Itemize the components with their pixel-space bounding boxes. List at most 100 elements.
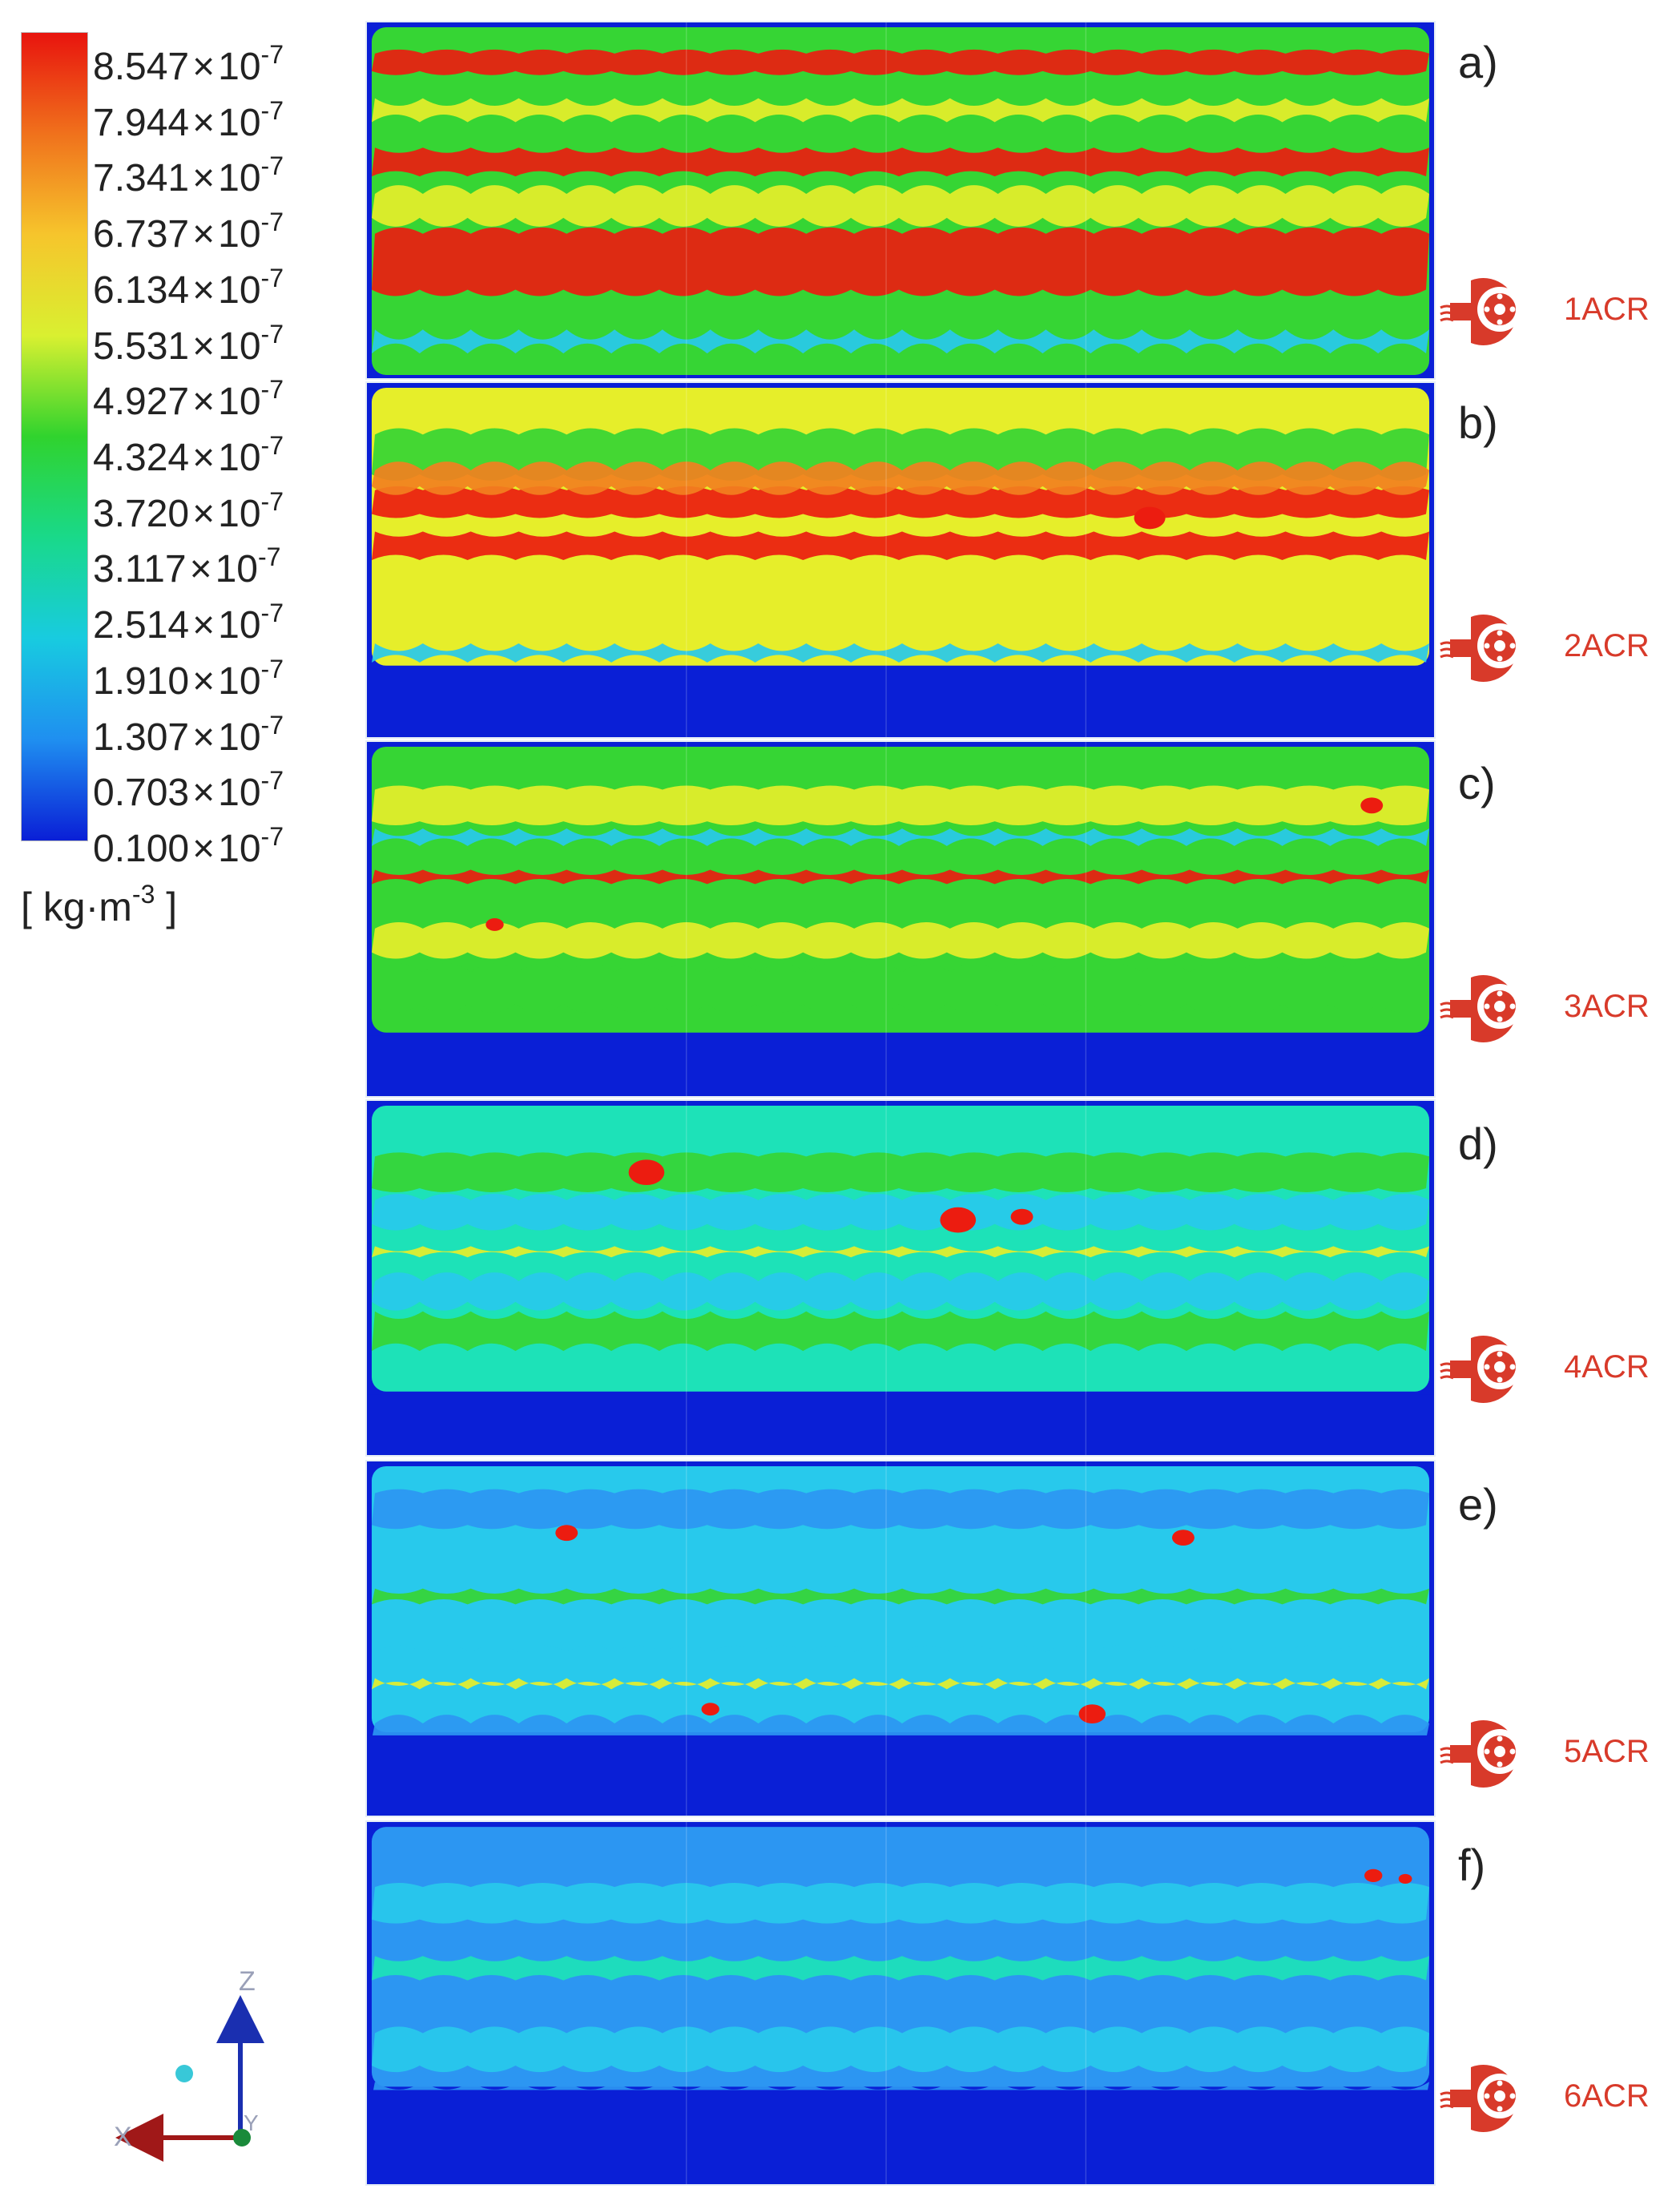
tick-times: ×: [192, 437, 216, 479]
color-scale-tick: 2.514×10-7: [93, 600, 284, 645]
concentration-contour-a: [367, 22, 1434, 378]
tick-exponent: -7: [257, 542, 281, 572]
contour-panel-e: [365, 1460, 1436, 1817]
view-point: [175, 2065, 193, 2082]
contour-band: [371, 1588, 1430, 1605]
tick-power: 10: [218, 437, 261, 479]
color-scale-tick: 6.134×10-7: [93, 265, 284, 310]
contour-band: [371, 921, 1430, 959]
concentration-contour-b: [367, 383, 1434, 737]
tick-times: ×: [192, 492, 216, 535]
tick-exponent: -7: [260, 710, 284, 740]
contour-band: [371, 1152, 1430, 1192]
contour-band: [371, 49, 1430, 75]
tick-exponent: -7: [260, 431, 284, 460]
contour-band: [371, 185, 1430, 227]
tick-exponent: -7: [260, 822, 284, 851]
panel-label-c: c): [1458, 758, 1496, 808]
fan-icon: [1440, 2065, 1522, 2132]
tick-exponent: -7: [260, 151, 284, 181]
tick-exponent: -7: [260, 486, 284, 516]
floor-region: [367, 1035, 1434, 1096]
color-scale-tick: 6.737×10-7: [93, 209, 284, 254]
contour-band: [371, 1311, 1430, 1352]
axis-origin: [233, 2129, 251, 2147]
contour-panel-b: [365, 381, 1436, 739]
contour-band: [371, 1246, 1430, 1258]
contour-band: [371, 147, 1430, 177]
floor-region: [367, 1394, 1434, 1455]
color-scale-tick: 5.531×10-7: [93, 321, 284, 366]
unit-prefix: [ kg·m: [21, 885, 132, 929]
color-scale-tick: 4.927×10-7: [93, 377, 284, 421]
tick-times: ×: [192, 324, 216, 368]
tick-value: 6.134: [93, 268, 190, 312]
tick-exponent: -7: [260, 375, 284, 405]
contour-band: [371, 2026, 1430, 2073]
contour-band: [371, 963, 1430, 1013]
hotspot: [628, 1159, 665, 1186]
color-scale-tick: 4.324×10-7: [93, 433, 284, 478]
tick-value: 0.100: [93, 828, 190, 870]
hotspot: [1078, 1704, 1106, 1724]
concentration-contour-e: [367, 1461, 1434, 1816]
color-scale-tick: 8.547×10-7: [93, 42, 284, 87]
tick-power: 10: [218, 46, 261, 88]
color-scale-tick: 3.720×10-7: [93, 489, 284, 534]
fan-icon: [1440, 615, 1522, 682]
tick-value: 7.944: [93, 101, 190, 144]
tick-times: ×: [192, 716, 216, 759]
tick-exponent: -7: [260, 40, 284, 69]
tick-value: 5.531: [93, 324, 190, 368]
contour-band: [371, 1193, 1430, 1231]
concentration-contour-c: [367, 742, 1434, 1096]
tick-value: 4.927: [93, 381, 190, 424]
panel-label-e: e): [1458, 1479, 1498, 1530]
tick-exponent: -7: [260, 766, 284, 796]
tick-power: 10: [218, 716, 261, 759]
tick-power: 10: [218, 268, 261, 312]
acr-label-6: 6ACR: [1564, 2078, 1650, 2114]
tick-power: 10: [218, 772, 261, 815]
contour-band: [371, 785, 1430, 826]
tick-power: 10: [218, 492, 261, 535]
concentration-contour-d: [367, 1101, 1434, 1455]
unit-suffix: ]: [155, 885, 178, 929]
contour-panel-f: [365, 1820, 1436, 2186]
color-gradient: [22, 33, 87, 840]
tick-times: ×: [192, 381, 216, 424]
contour-band: [371, 828, 1430, 846]
hotspot: [1171, 1530, 1195, 1546]
tick-exponent: -7: [260, 654, 284, 683]
contour-band: [371, 329, 1430, 354]
hotspot: [701, 1703, 719, 1716]
tick-power: 10: [218, 101, 261, 144]
fan-icon: [1440, 278, 1522, 345]
tick-times: ×: [192, 157, 216, 200]
tick-power: 10: [218, 659, 261, 703]
tick-value: 3.720: [93, 492, 190, 535]
hotspot: [1360, 797, 1384, 814]
contour-band: [371, 1489, 1430, 1530]
tick-exponent: -7: [260, 263, 284, 292]
tick-power: 10: [218, 604, 261, 647]
tick-value: 2.514: [93, 604, 190, 647]
contour-band: [371, 869, 1430, 885]
tick-value: 6.737: [93, 213, 190, 256]
color-scale-tick: 7.944×10-7: [93, 98, 284, 143]
color-scale-tick: 7.341×10-7: [93, 153, 284, 198]
acr-label-1: 1ACR: [1564, 292, 1650, 327]
concentration-contour-f: [367, 1822, 1434, 2184]
tick-times: ×: [192, 659, 216, 703]
contour-band: [371, 1883, 1430, 1924]
tick-times: ×: [192, 46, 216, 88]
hotspot: [485, 918, 504, 931]
acr-label-5: 5ACR: [1564, 1734, 1650, 1769]
tick-value: 3.117: [93, 548, 187, 591]
tick-power: 10: [218, 213, 261, 256]
hotspot: [1010, 1208, 1033, 1225]
color-scale-bar: [21, 32, 88, 841]
tick-times: ×: [192, 828, 216, 870]
floor-region: [367, 2090, 1434, 2184]
contour-band: [371, 1272, 1430, 1311]
